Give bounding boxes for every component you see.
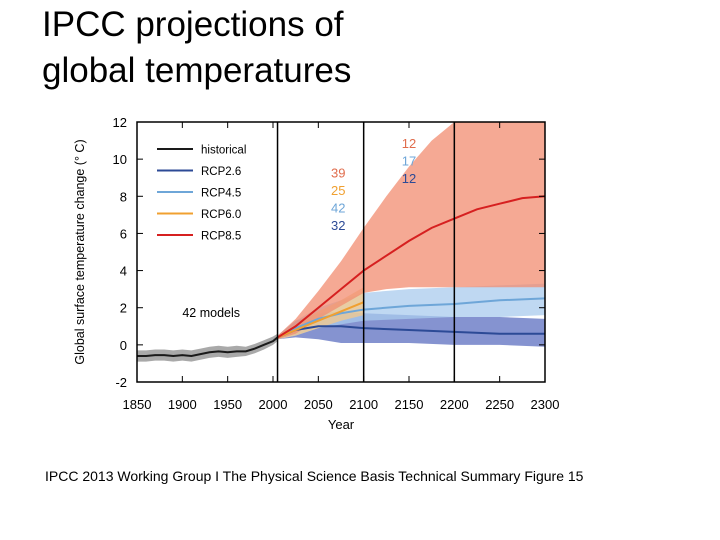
legend-label-rcp26: RCP2.6 [201, 166, 241, 178]
uncertainty-band-historical [137, 333, 278, 362]
y-tick-label--2: -2 [115, 375, 127, 390]
y-tick-label-2: 2 [120, 301, 127, 316]
series-line-rcp60 [277, 301, 365, 339]
x-tick-label-1900: 1900 [168, 397, 197, 412]
y-tick-label-6: 6 [120, 226, 127, 241]
x-tick-label-1850: 1850 [123, 397, 152, 412]
x-tick-label-1950: 1950 [213, 397, 242, 412]
y-tick-label-8: 8 [120, 189, 127, 204]
series-line-historical [137, 336, 279, 358]
x-axis-label: Year [328, 417, 355, 432]
legend-label-rcp85: RCP8.5 [201, 231, 241, 243]
plot-frame [136, 121, 546, 383]
y-tick-label-10: 10 [113, 152, 127, 167]
y-tick-label-4: 4 [120, 264, 127, 279]
model-count-p2-rcp85: 12 [402, 136, 416, 151]
x-tick-label-2000: 2000 [259, 397, 288, 412]
y-axis-label: Global surface temperature change (° C) [73, 139, 87, 364]
model-count-p1-rcp26: 32 [331, 218, 345, 233]
y-tick-label-0: 0 [120, 338, 127, 353]
x-tick-label-2050: 2050 [304, 397, 333, 412]
x-tick-label-2150: 2150 [395, 397, 424, 412]
series-line-rcp85 [277, 195, 546, 339]
uncertainty-band-rcp85 [277, 122, 545, 340]
uncertainty-band-rcp45 [277, 283, 545, 340]
x-tick-label-2300: 2300 [531, 397, 560, 412]
figure-caption: IPCC 2013 Working Group I The Physical S… [45, 468, 584, 484]
x-tick-label-2100: 2100 [349, 397, 378, 412]
legend-label-rcp60: RCP6.0 [201, 209, 241, 221]
model-count-p2-rcp26: 12 [402, 171, 416, 186]
model-count-p1-rcp45: 42 [331, 201, 345, 216]
slide-title-line-1: IPCC projections of [42, 5, 344, 44]
x-tick-label-2200: 2200 [440, 397, 469, 412]
slide-title-line-2: global temperatures [42, 51, 352, 90]
legend-label-historical: historical [201, 145, 246, 157]
y-tick-label-12: 12 [113, 115, 127, 130]
model-count-p1-rcp60: 25 [331, 183, 345, 198]
models-annotation: 42 models [182, 306, 240, 320]
model-count-p1-rcp85: 39 [331, 166, 345, 181]
legend-label-rcp45: RCP4.5 [201, 188, 241, 200]
x-tick-label-2250: 2250 [485, 397, 514, 412]
temperature-projection-chart: -2 0 2 4 6 8 10 12 1850 1900 1950 2000 2050 2100 2150 2… [73, 115, 560, 432]
slide-title: IPCC projections of global temperatures [42, 2, 351, 94]
model-count-p2-rcp45: 17 [402, 154, 416, 169]
